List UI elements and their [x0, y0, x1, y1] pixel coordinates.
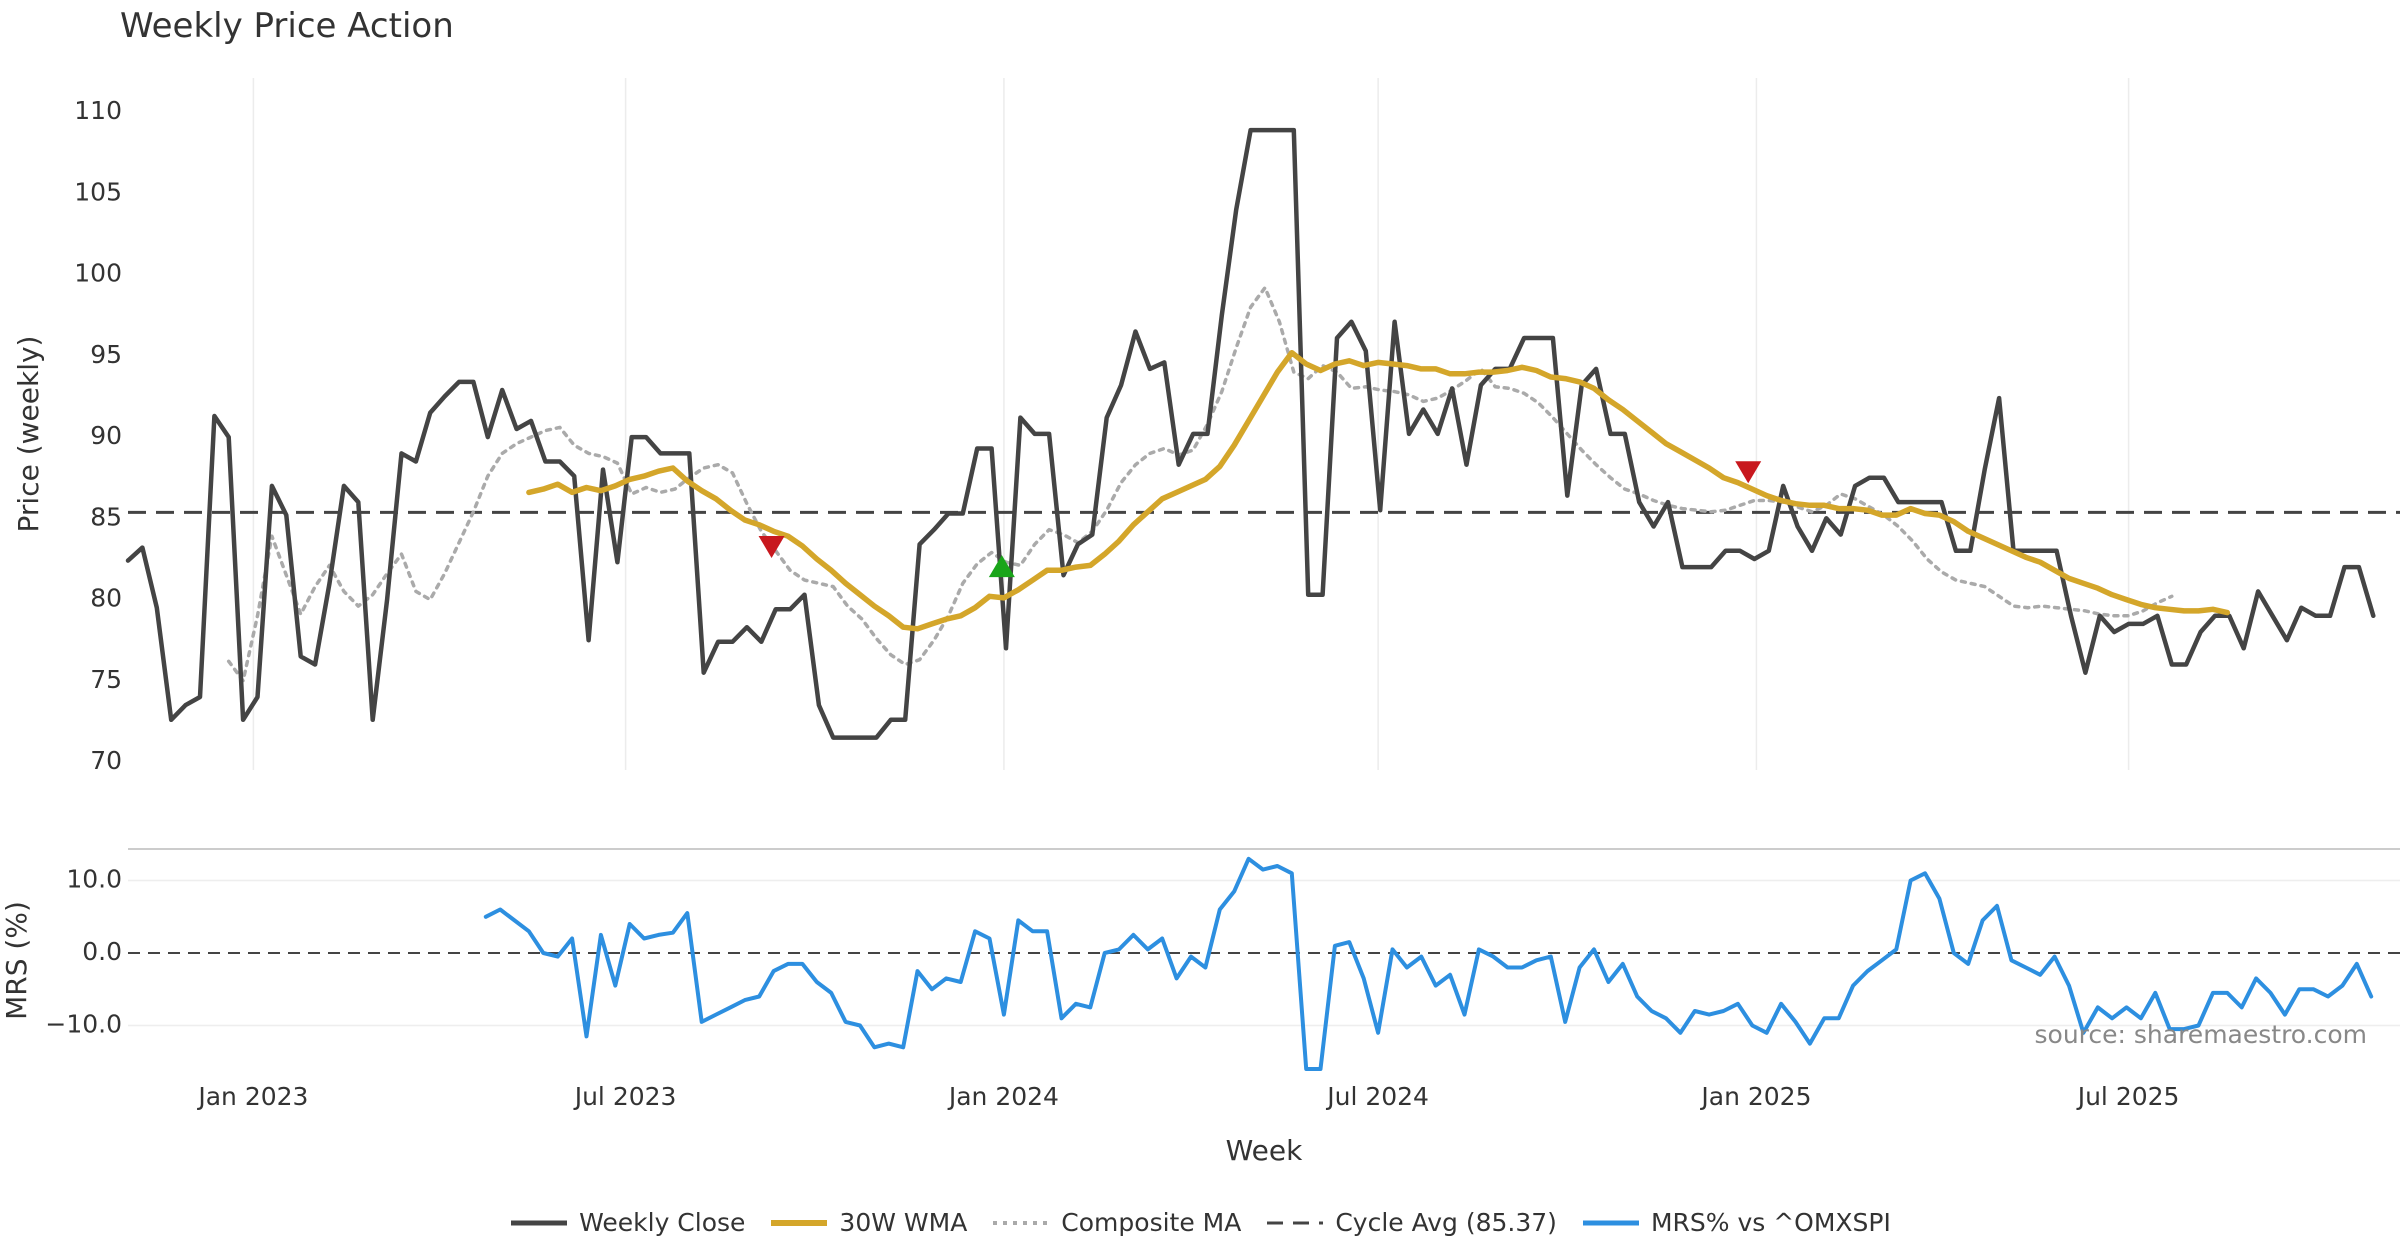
legend-item-wma: 30W WMA: [769, 1208, 967, 1237]
mrs-y-axis-title: MRS (%): [0, 901, 33, 1020]
marker-layer: [758, 461, 1762, 578]
series-layer: [125, 127, 2400, 1071]
legend-item-close: Weekly Close: [509, 1208, 745, 1237]
legend-swatch-mrs: [1582, 1220, 1639, 1225]
y-axis-title: Price (weekly): [12, 336, 45, 533]
legend-item-cycle: Cycle Avg (85.37): [1265, 1208, 1557, 1237]
y-tick-label: 105: [74, 177, 122, 206]
y-tick-label: 95: [90, 340, 122, 369]
x-tick-label: Jan 2025: [1699, 1082, 1811, 1111]
y-tick-label: 90: [90, 421, 122, 450]
x-tick-label: Jan 2023: [196, 1082, 308, 1111]
legend-item-mrs: MRS% vs ^OMXSPI: [1581, 1208, 1891, 1237]
y-tick-label: 80: [90, 584, 122, 613]
source-watermark: source: sharemaestro.com: [2034, 1020, 2368, 1049]
sell-signal-marker: [1735, 461, 1762, 484]
x-axis-title: Week: [1226, 1134, 1303, 1167]
x-tick-label: Jul 2025: [2076, 1082, 2180, 1111]
sell-signal-marker: [758, 535, 785, 558]
legend-label: Composite MA: [1061, 1208, 1242, 1237]
mrs-line: [483, 856, 2374, 1071]
legend-item-composite: Composite MA: [991, 1208, 1241, 1237]
legend-swatch-wma: [771, 1219, 828, 1226]
y-tick-label: 110: [74, 96, 122, 125]
legend-swatch-cycle: [1267, 1221, 1324, 1224]
x-tick-label: Jul 2023: [573, 1082, 677, 1111]
mrs-y-tick-label: −10.0: [45, 1010, 122, 1039]
x-tick-label: Jan 2024: [947, 1082, 1059, 1111]
x-tick-label: Jul 2024: [1325, 1082, 1429, 1111]
30w-wma-line: [526, 349, 2231, 632]
legend-label: 30W WMA: [839, 1208, 968, 1237]
weekly-close-line: [125, 127, 2376, 740]
legend-label: MRS% vs ^OMXSPI: [1650, 1208, 1891, 1237]
legend: Weekly Close 30W WMA Composite MA Cycle Avg…: [0, 1208, 2400, 1237]
mrs-y-tick-label: 0.0: [82, 937, 122, 966]
y-tick-label: 100: [74, 259, 122, 288]
grid-layer: [128, 78, 2400, 1027]
composite-ma-line: [226, 285, 2174, 683]
legend-swatch-composite: [993, 1220, 1050, 1225]
legend-swatch-close: [511, 1220, 568, 1225]
y-tick-label: 85: [90, 502, 122, 531]
chart-title: Weekly Price Action: [120, 6, 454, 46]
buy-signal-marker: [988, 555, 1015, 578]
mrs-y-tick-label: 10.0: [66, 865, 122, 894]
axis-layer: Jan 2023 Jul 2023 Jan 2024 Jul 2024 Jan 2025…: [0, 96, 2179, 1167]
y-tick-label: 70: [90, 746, 122, 775]
y-tick-label: 75: [90, 665, 122, 694]
legend-label: Cycle Avg (85.37): [1335, 1208, 1557, 1237]
legend-label: Weekly Close: [579, 1208, 746, 1237]
